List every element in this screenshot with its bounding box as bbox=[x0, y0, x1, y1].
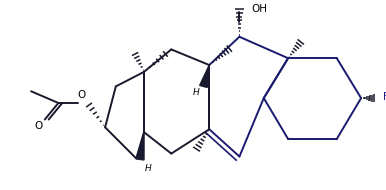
Text: O: O bbox=[35, 121, 43, 131]
Text: O: O bbox=[78, 90, 86, 100]
Polygon shape bbox=[200, 65, 209, 87]
Polygon shape bbox=[136, 132, 144, 160]
Text: F: F bbox=[383, 92, 386, 102]
Text: H: H bbox=[192, 88, 199, 97]
Text: H: H bbox=[145, 164, 151, 173]
Text: OH: OH bbox=[251, 4, 267, 13]
